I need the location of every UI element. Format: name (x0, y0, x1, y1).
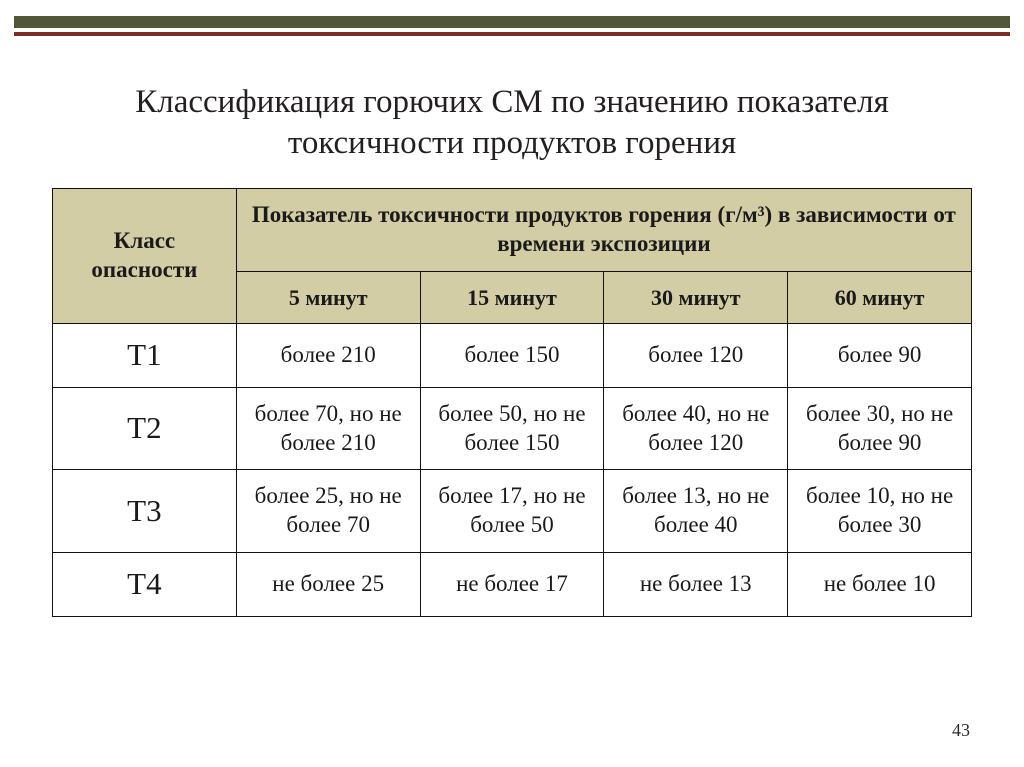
cell-0-0: более 210 (236, 324, 420, 388)
page-title: Классификация горючих СМ по значению пок… (50, 82, 974, 165)
cell-2-3: более 10, но не более 30 (788, 470, 972, 553)
row-label-3: Т4 (53, 552, 237, 616)
cell-0-3: более 90 (788, 324, 972, 388)
cell-1-2: более 40, но не более 120 (604, 387, 788, 470)
row-label-0: Т1 (53, 324, 237, 388)
page-number: 43 (952, 720, 970, 741)
cell-1-0: более 70, но не более 210 (236, 387, 420, 470)
cell-3-1: не более 17 (420, 552, 604, 616)
classification-table: Класс опасности Показатель токсичности п… (52, 188, 972, 617)
table-header-row-1: Класс опасности Показатель токсичности п… (53, 189, 972, 272)
table-row: Т1 более 210 более 150 более 120 более 9… (53, 324, 972, 388)
header-span-label: Показатель токсичности продуктов горения… (236, 189, 971, 272)
header-subhead-3: 60 минут (788, 271, 972, 324)
slide: Классификация горючих СМ по значению пок… (0, 0, 1024, 767)
cell-3-3: не более 10 (788, 552, 972, 616)
row-label-2: Т3 (53, 470, 237, 553)
cell-0-1: более 150 (420, 324, 604, 388)
cell-0-2: более 120 (604, 324, 788, 388)
row-label-1: Т2 (53, 387, 237, 470)
header-subhead-0: 5 минут (236, 271, 420, 324)
cell-1-3: более 30, но не более 90 (788, 387, 972, 470)
header-row-label: Класс опасности (53, 189, 237, 324)
header-subhead-2: 30 минут (604, 271, 788, 324)
cell-1-1: более 50, но не более 150 (420, 387, 604, 470)
table-row: Т2 более 70, но не более 210 более 50, н… (53, 387, 972, 470)
top-decorative-rule (14, 16, 1010, 36)
header-subhead-1: 15 минут (420, 271, 604, 324)
table-row: Т3 более 25, но не более 70 более 17, но… (53, 470, 972, 553)
cell-2-1: более 17, но не более 50 (420, 470, 604, 553)
rule-bar-thin (14, 32, 1010, 36)
rule-bar-thick (14, 16, 1010, 28)
cell-2-0: более 25, но не более 70 (236, 470, 420, 553)
table-row: Т4 не более 25 не более 17 не более 13 н… (53, 552, 972, 616)
cell-2-2: более 13, но не более 40 (604, 470, 788, 553)
cell-3-2: не более 13 (604, 552, 788, 616)
cell-3-0: не более 25 (236, 552, 420, 616)
